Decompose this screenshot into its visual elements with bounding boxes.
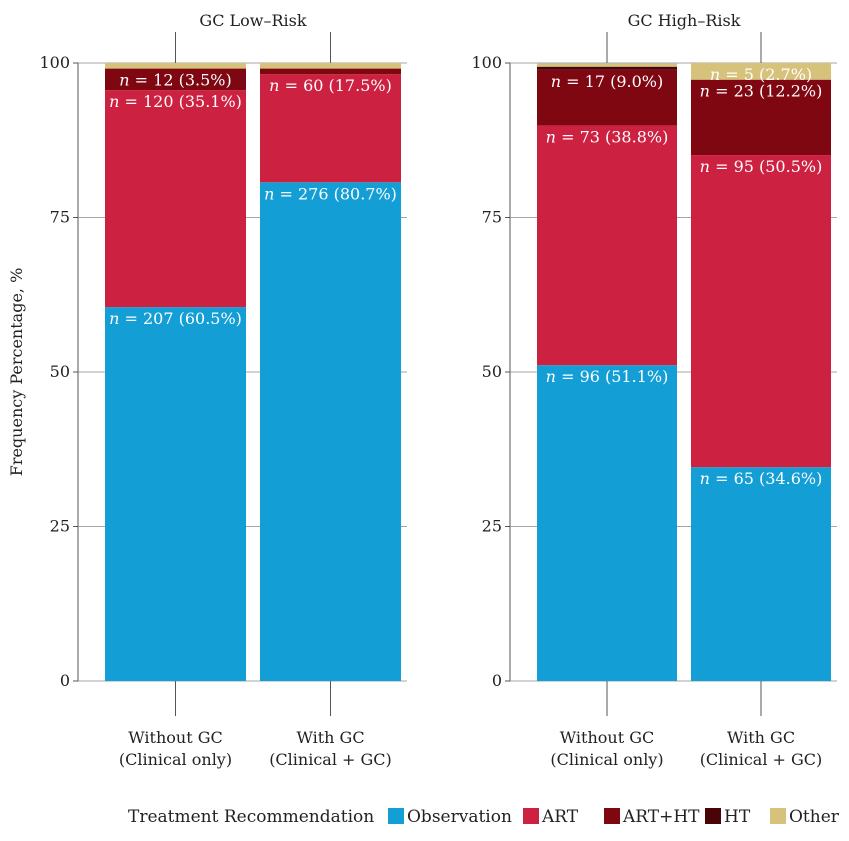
panel-2-x-tick-label: With GC (Clinical + GC): [700, 728, 823, 769]
bar-segment-ht: [537, 66, 677, 70]
panel-2-y-tick-label: 0: [492, 671, 502, 690]
panel-1-title: GC Low–Risk: [199, 11, 306, 30]
bar-segment-art-ht: [105, 68, 246, 91]
panel-1-y-tick-label: 0: [60, 671, 70, 690]
bar-segment-art: [260, 74, 401, 183]
legend-swatch-art: [523, 808, 539, 824]
legend-label-art-ht: ART+HT: [622, 807, 700, 827]
panel-2-title: GC High–Risk: [628, 11, 741, 30]
bar-segment-label: n = 276 (80.7%): [264, 184, 397, 203]
legend-title: Treatment Recommendation: [128, 807, 374, 827]
panel-2-y-tick-label: 75: [482, 208, 502, 227]
legend-swatch-ht: [705, 808, 721, 824]
bar-segment-label: n = 12 (3.5%): [119, 71, 231, 90]
bar-segment-observation: [691, 467, 831, 681]
panel-2-y-tick-label: 25: [482, 517, 502, 536]
bar-segment-label: n = 5 (2.7%): [710, 65, 812, 84]
bar-segment-other: [260, 63, 401, 69]
bar-segment-label: n = 73 (38.8%): [546, 127, 669, 146]
bars-layer: [105, 63, 831, 682]
panel-1-y-tick-label: 100: [39, 53, 70, 72]
legend-swatch-art-ht: [604, 808, 620, 824]
panel-1-x-tick-label: With GC (Clinical + GC): [269, 728, 392, 769]
panel-1-x-tick-label: Without GC (Clinical only): [119, 728, 232, 769]
bar-segment-art-ht: [537, 69, 677, 126]
bar-segment-observation: [537, 365, 677, 681]
panel-1-y-tick-label: 50: [50, 362, 70, 381]
legend-label-other: Other: [789, 807, 840, 827]
panel-1-y-tick-label: 25: [50, 517, 70, 536]
y-axis-label: Frequency Percentage, %: [7, 268, 26, 477]
legend-label-art: ART: [541, 807, 579, 827]
panel-2-y-tick-label: 50: [482, 362, 502, 381]
bar-segment-label: n = 17 (9.0%): [551, 72, 663, 91]
panel-1-y-tick-label: 75: [50, 208, 70, 227]
bar-segment-label: n = 96 (51.1%): [546, 367, 669, 386]
bar-segment-art: [537, 125, 677, 366]
bar-segment-art: [105, 90, 246, 308]
bar-segment-label: n = 23 (12.2%): [700, 82, 823, 101]
bar-segment-label: n = 65 (34.6%): [700, 469, 823, 488]
bar-segment-label: n = 60 (17.5%): [269, 76, 392, 95]
panel-2-x-tick-label: Without GC (Clinical only): [550, 728, 663, 769]
bar-segment-observation: [105, 307, 246, 681]
bar-segment-other: [537, 63, 677, 67]
legend-swatch-other: [770, 808, 786, 824]
legend-layer: Treatment Recommendation Observation ART AR…: [128, 807, 840, 827]
bar-segment-art-ht: [260, 68, 401, 75]
bar-segment-label: n = 95 (50.5%): [700, 157, 823, 176]
legend-label-observation: Observation: [407, 807, 512, 827]
labels-layer: n = 207 (60.5%) n = 120 (35.1%) n = 12 (3.…: [109, 65, 822, 488]
legend-swatch-observation: [388, 808, 404, 824]
bar-segment-label: n = 120 (35.1%): [109, 92, 242, 111]
bar-segment-art-ht: [691, 79, 831, 156]
bar-segment-label: n = 207 (60.5%): [109, 309, 242, 328]
bar-segment-observation: [260, 182, 401, 682]
legend-label-ht: HT: [724, 807, 751, 827]
panel-2-y-tick-label: 100: [471, 53, 502, 72]
bar-segment-other: [105, 63, 246, 69]
bar-segment-other: [691, 63, 831, 80]
bar-segment-art: [691, 155, 831, 468]
